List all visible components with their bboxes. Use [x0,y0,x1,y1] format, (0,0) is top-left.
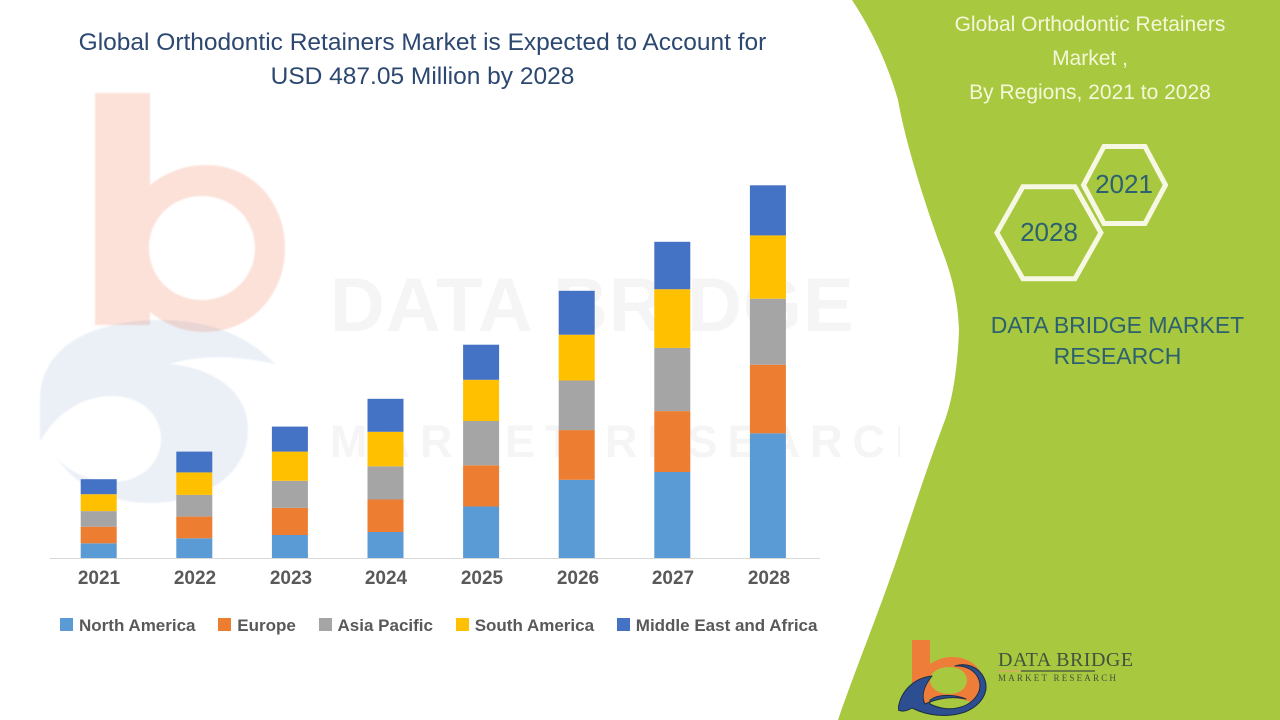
svg-text:2028: 2028 [1020,217,1078,247]
svg-text:DATA BRIDGE: DATA BRIDGE [998,649,1134,671]
svg-text:MARKET RESEARCH: MARKET RESEARCH [998,673,1118,683]
svg-text:2021: 2021 [1095,169,1153,199]
